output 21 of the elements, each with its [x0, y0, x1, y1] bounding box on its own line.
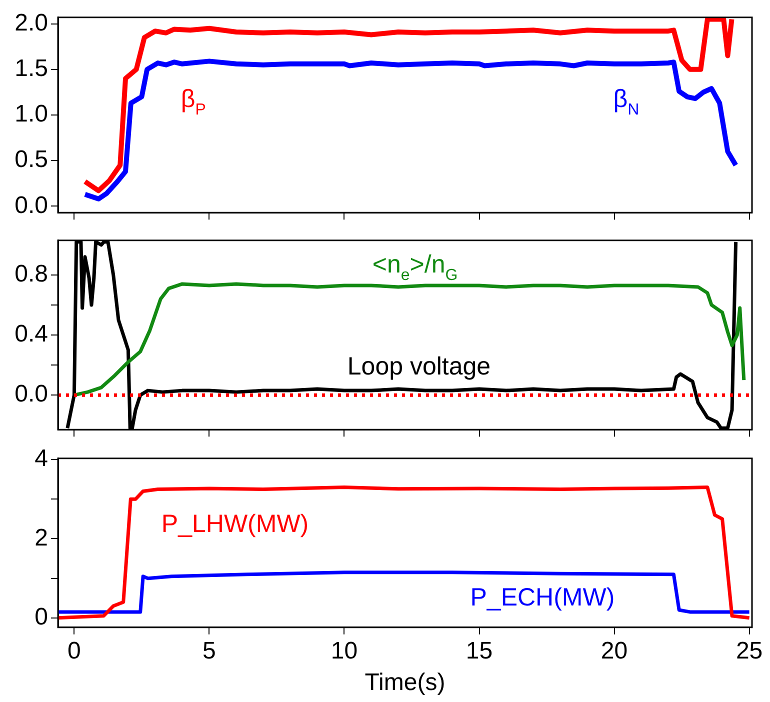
y-tick-label: 2.0 [14, 9, 48, 36]
y-tick-label: 0.8 [14, 260, 48, 288]
x-axis-title: Time(s) [364, 669, 446, 696]
x-tick-label: 5 [202, 637, 216, 664]
y-tick-label: 2 [34, 524, 48, 552]
x-tick-label: 15 [466, 637, 493, 664]
x-tick-label: 20 [600, 637, 628, 664]
series-label: P_LHW(MW) [161, 510, 309, 538]
y-tick-label: 0 [34, 604, 48, 631]
y-tick-label: 0.0 [14, 380, 48, 408]
y-tick-label: 0.0 [14, 192, 48, 219]
x-tick-label: 0 [68, 637, 81, 664]
y-tick-label: 1.5 [14, 55, 48, 82]
y-tick-label: 1.0 [14, 100, 48, 128]
x-tick-label: 25 [736, 637, 763, 664]
series-label: Loop voltage [347, 352, 491, 381]
y-tick-label: 4 [34, 445, 48, 472]
y-tick-label: 0.5 [14, 146, 48, 174]
series-label: P_ECH(MW) [470, 583, 615, 612]
y-tick-label: 0.4 [14, 320, 48, 348]
x-tick-label: 10 [330, 637, 358, 664]
